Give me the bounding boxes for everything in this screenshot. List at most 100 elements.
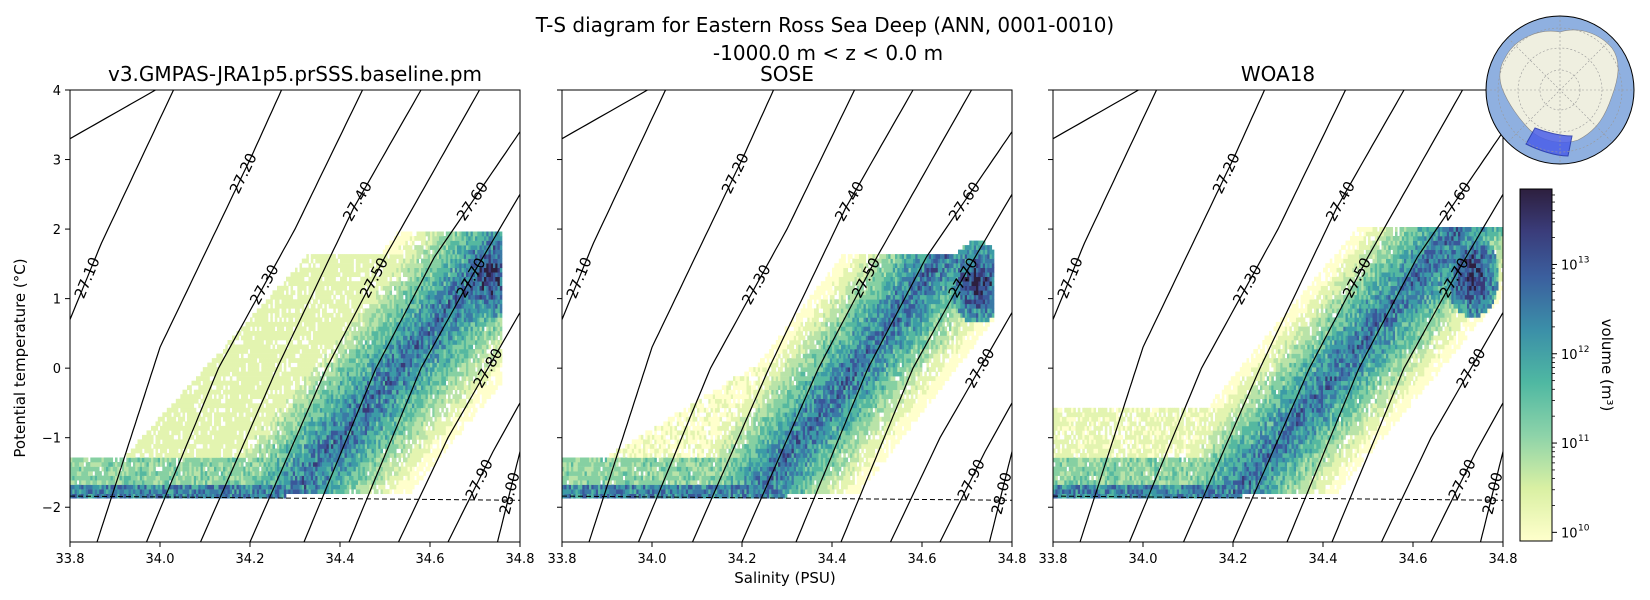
heatmap-cell: [403, 240, 406, 246]
heatmap-cell: [225, 471, 228, 476]
heatmap-cell: [241, 457, 244, 463]
heatmap-cell: [382, 484, 386, 490]
heatmap-cell: [319, 389, 323, 395]
heatmap-cell: [209, 412, 213, 418]
heatmap-cell: [367, 331, 370, 336]
heatmap-cell: [391, 340, 395, 345]
heatmap-cell: [403, 331, 406, 336]
heatmap-cell: [214, 403, 217, 409]
heatmap-cell: [252, 453, 255, 458]
heatmap-cell: [227, 349, 231, 354]
heatmap-cell: [261, 453, 264, 458]
heatmap-cell: [232, 489, 235, 495]
heatmap-cell: [160, 484, 163, 490]
heatmap-cell: [295, 480, 298, 485]
heatmap-cell: [214, 389, 217, 395]
heatmap-cell: [119, 471, 123, 476]
heatmap-cell: [407, 267, 411, 273]
heatmap-cell: [416, 453, 420, 458]
heatmap-cell: [283, 412, 287, 418]
heatmap-cell: [209, 430, 213, 436]
heatmap-cell: [394, 340, 397, 345]
heatmap-cell: [304, 407, 307, 413]
heatmap-cell: [313, 444, 316, 449]
heatmap-cell: [290, 344, 294, 350]
heatmap-cell: [304, 258, 307, 264]
heatmap-cell: [389, 412, 393, 418]
heatmap-cell: [394, 394, 397, 400]
heatmap-cell: [166, 421, 170, 427]
heatmap-cell: [214, 448, 217, 454]
heatmap-cell: [263, 471, 267, 476]
heatmap-cell: [277, 299, 280, 305]
heatmap-cell: [277, 462, 280, 467]
heatmap-cell: [301, 385, 305, 391]
heatmap-cell: [270, 389, 273, 395]
heatmap-cell: [380, 371, 384, 377]
heatmap-cell: [160, 462, 163, 467]
heatmap-cell: [247, 421, 251, 427]
heatmap-cell: [369, 367, 372, 372]
heatmap-cell: [333, 263, 336, 269]
heatmap-cell: [207, 403, 210, 409]
heatmap-cell: [371, 326, 375, 332]
heatmap-cell: [279, 349, 282, 354]
heatmap-cell: [151, 466, 154, 472]
heatmap-cell: [148, 453, 152, 458]
heatmap-cell: [362, 281, 366, 287]
heatmap-cell: [173, 439, 177, 445]
heatmap-cell: [286, 412, 289, 418]
heatmap-cell: [337, 376, 341, 382]
heatmap-cell: [306, 308, 309, 314]
heatmap-cell: [254, 380, 258, 386]
heatmap-cell: [238, 407, 242, 413]
heatmap-cell: [214, 475, 217, 481]
heatmap-cell: [328, 331, 332, 336]
heatmap-cell: [342, 263, 345, 269]
heatmap-cell: [416, 326, 420, 332]
heatmap-cell: [263, 353, 267, 359]
heatmap-cell: [342, 353, 345, 359]
heatmap-cell: [416, 457, 420, 463]
heatmap-cell: [112, 462, 116, 467]
heatmap-cell: [349, 398, 352, 404]
heatmap-cell: [398, 403, 402, 409]
heatmap-cell: [297, 421, 300, 427]
heatmap-cell: [385, 489, 388, 495]
heatmap-cell: [290, 475, 294, 481]
heatmap-cell: [270, 394, 273, 400]
heatmap-cell: [319, 299, 323, 305]
heatmap-cell: [277, 407, 280, 413]
heatmap-cell: [340, 439, 343, 445]
heatmap-cell: [322, 403, 325, 409]
heatmap-cell: [378, 308, 381, 314]
heatmap-cell: [337, 281, 341, 287]
heatmap-cell: [335, 267, 339, 273]
heatmap-cell: [313, 312, 316, 318]
heatmap-cell: [196, 376, 199, 382]
heatmap-cell: [97, 489, 100, 495]
heatmap-cell: [112, 471, 116, 476]
heatmap-cell: [313, 335, 316, 341]
heatmap-cell: [322, 398, 325, 404]
heatmap-cell: [414, 308, 417, 314]
heatmap-cell: [142, 462, 145, 467]
heatmap-cell: [382, 444, 386, 449]
heatmap-cell: [178, 475, 181, 481]
heatmap-cell: [326, 394, 330, 400]
heatmap-cell: [367, 317, 370, 323]
heatmap-cell: [225, 412, 228, 418]
heatmap-cell: [216, 421, 219, 427]
heatmap-cell: [398, 317, 402, 323]
heatmap-cell: [351, 258, 354, 264]
heatmap-cell: [81, 471, 84, 476]
heatmap-cell: [252, 353, 255, 359]
heatmap-cell: [247, 367, 251, 372]
heatmap-cell: [385, 299, 388, 305]
heatmap-cell: [193, 439, 197, 445]
heatmap-cell: [337, 321, 341, 327]
heatmap-cell: [387, 267, 390, 273]
heatmap-cell: [279, 362, 282, 368]
heatmap-cell: [272, 290, 276, 296]
heatmap-cell: [211, 444, 215, 449]
